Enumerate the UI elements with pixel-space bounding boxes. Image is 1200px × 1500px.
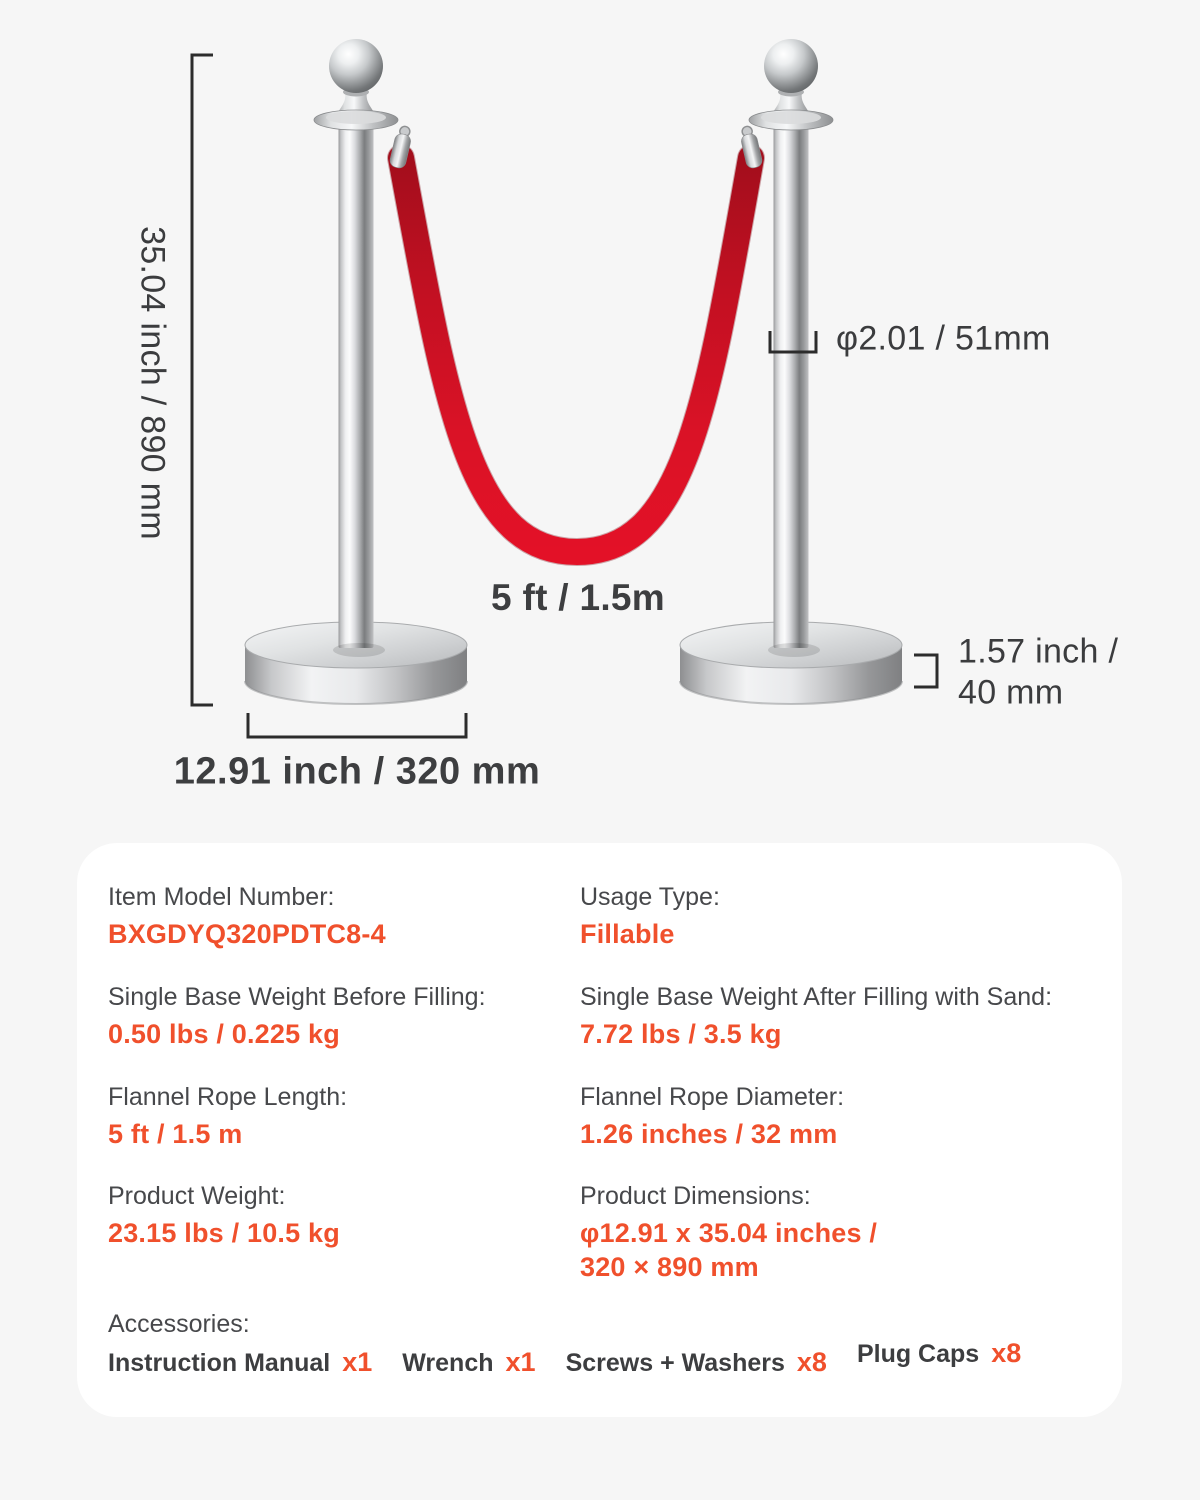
base-height-label: 1.57 inch / 40 mm [958, 632, 1119, 712]
base-width-bracket [246, 713, 468, 739]
spec-base-weight-after: Single Base Weight After Filling with Sa… [580, 982, 1092, 1052]
spec-product-dimensions: Product Dimensions: φ12.91 x 35.04 inche… [580, 1181, 1092, 1285]
accessory-name: Screws + Washers [565, 1348, 785, 1377]
pole-diameter-label: φ2.01 / 51mm [836, 319, 1051, 358]
spec-value: 0.50 lbs / 0.225 kg [108, 1018, 340, 1049]
rope-hook-right [741, 125, 763, 169]
spec-item-model-number: Item Model Number: BXGDYQ320PDTC8-4 [108, 882, 580, 952]
accessory-qty: x8 [991, 1337, 1022, 1368]
accessory-item-wrench: Wrench x1 [402, 1347, 535, 1378]
spec-rope-diameter: Flannel Rope Diameter: 1.26 inches / 32 … [580, 1082, 1092, 1152]
spec-value: 1.26 inches / 32 mm [580, 1118, 838, 1149]
height-dimension-line [190, 53, 213, 707]
accessory-qty: x1 [505, 1346, 536, 1377]
spec-value: 23.15 lbs / 10.5 kg [108, 1218, 340, 1249]
accessories-label: Accessories: [108, 1309, 250, 1338]
height-dimension-label: 35.04 inch / 890 mm [133, 226, 172, 540]
accessory-item-plug-caps: Plug Caps x8 [857, 1338, 1021, 1369]
spec-value: Fillable [580, 919, 675, 949]
spec-usage-type: Usage Type: Fillable [580, 882, 1092, 952]
spec-label: Single Base Weight After Filling with Sa… [580, 982, 1053, 1011]
velvet-rope [387, 125, 765, 567]
stanchion-diagram-art [190, 39, 939, 739]
right-stanchion [679, 39, 903, 705]
accessory-name: Instruction Manual [108, 1348, 331, 1377]
spec-base-weight-before: Single Base Weight Before Filling: 0.50 … [108, 982, 580, 1052]
spec-grid: Item Model Number: BXGDYQ320PDTC8-4 Usag… [108, 882, 1092, 1285]
spec-value: φ12.91 x 35.04 inches / 320 × 890 mm [580, 1218, 878, 1282]
accessories-section: Accessories: Instruction Manual x1 Wrenc… [108, 1309, 1092, 1378]
accessory-name: Plug Caps [856, 1339, 980, 1368]
spec-label: Flannel Rope Diameter: [580, 1082, 845, 1111]
spec-label: Single Base Weight Before Filling: [108, 982, 486, 1011]
accessory-item-screws-washers: Screws + Washers x8 [566, 1347, 827, 1378]
spec-value: 5 ft / 1.5 m [108, 1118, 243, 1149]
accessory-item-instruction-manual: Instruction Manual x1 [108, 1347, 372, 1378]
spec-label: Usage Type: [580, 883, 720, 911]
spec-value: 7.72 lbs / 3.5 kg [580, 1018, 782, 1049]
spec-product-weight: Product Weight: 23.15 lbs / 10.5 kg [108, 1181, 580, 1285]
spec-card: Item Model Number: BXGDYQ320PDTC8-4 Usag… [77, 843, 1122, 1417]
spec-label: Flannel Rope Length: [108, 1082, 348, 1111]
spec-value: BXGDYQ320PDTC8-4 [108, 919, 386, 949]
base-height-bracket [914, 653, 939, 689]
base-diameter-label: 12.91 inch / 320 mm [173, 750, 541, 793]
accessory-name: Wrench [402, 1348, 494, 1377]
rope-hook-left [389, 125, 411, 169]
spec-label: Product Weight: [108, 1182, 286, 1211]
accessory-qty: x1 [342, 1346, 373, 1377]
accessory-qty: x8 [796, 1346, 827, 1377]
rope-length-label: 5 ft / 1.5m [491, 577, 665, 618]
spec-label: Product Dimensions: [580, 1182, 811, 1211]
pole-diameter-bracket [768, 331, 818, 354]
spec-rope-length: Flannel Rope Length: 5 ft / 1.5 m [108, 1082, 580, 1152]
accessories-row: Instruction Manual x1 Wrench x1 Screws +… [108, 1338, 1092, 1378]
stanchion-diagram: 35.04 inch / 890 mm φ2.01 / 51mm 5 ft / … [133, 39, 1119, 793]
left-stanchion [244, 39, 468, 705]
dimension-lines [190, 53, 939, 739]
spec-label: Item Model Number: [108, 883, 335, 911]
